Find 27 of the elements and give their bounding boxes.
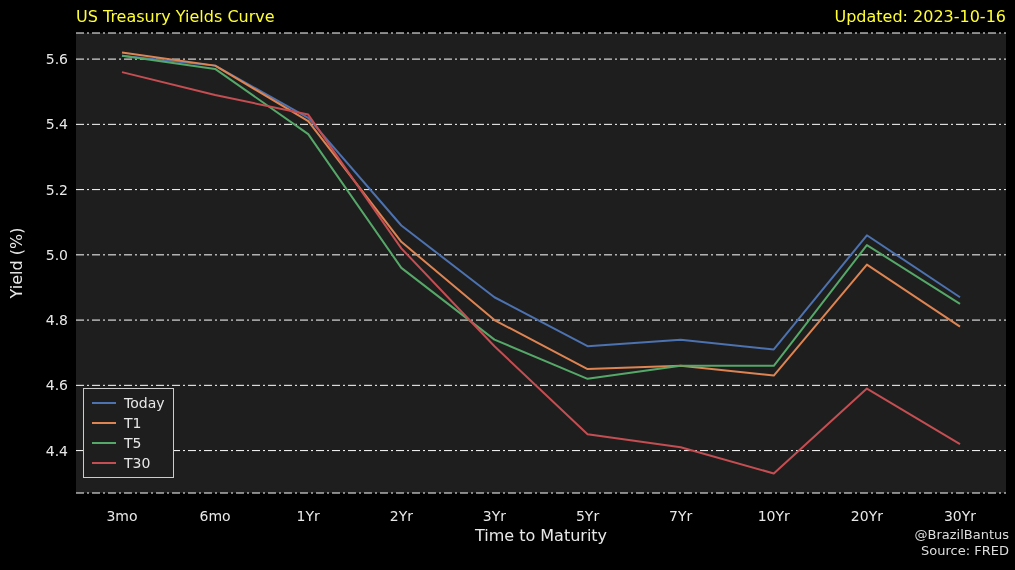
x-tick-label: 1Yr bbox=[296, 507, 321, 524]
y-tick-label: 4.4 bbox=[45, 442, 69, 459]
y-tick-label: 5.0 bbox=[45, 246, 68, 263]
x-tick-label: 10Yr bbox=[757, 507, 791, 524]
x-tick-label: 20Yr bbox=[850, 507, 884, 524]
legend-label: Today bbox=[124, 394, 165, 413]
line-series bbox=[121, 71, 961, 475]
x-axis-title: Time to Maturity bbox=[473, 526, 608, 545]
legend-label: T1 bbox=[124, 414, 142, 433]
y-tick-label: 5.4 bbox=[45, 116, 69, 133]
y-tick-label: 5.6 bbox=[45, 51, 69, 68]
x-tick-label: 3mo bbox=[106, 507, 138, 524]
x-tick-label: 7Yr bbox=[669, 507, 693, 524]
legend-label: T5 bbox=[124, 434, 142, 453]
y-tick-label: 4.8 bbox=[45, 312, 68, 329]
y-tick-label: 4.6 bbox=[45, 377, 69, 394]
text: Updated: 2023-10-16 bbox=[834, 7, 1006, 26]
x-tick-label: 2Yr bbox=[389, 507, 414, 524]
text: @BrazilBantus Source: FRED bbox=[914, 527, 1009, 559]
y-axis-title: Yield (%) bbox=[6, 227, 26, 300]
y-tick-label: 5.2 bbox=[45, 181, 68, 198]
x-tick-label: 6mo bbox=[199, 507, 231, 524]
x-tick-label: 30Yr bbox=[943, 507, 977, 524]
legend-label: T30 bbox=[124, 454, 151, 473]
x-tick-label: 5Yr bbox=[575, 507, 600, 524]
x-tick-label: 3Yr bbox=[482, 507, 507, 524]
chart-title: US Treasury Yields Curve bbox=[76, 7, 275, 26]
